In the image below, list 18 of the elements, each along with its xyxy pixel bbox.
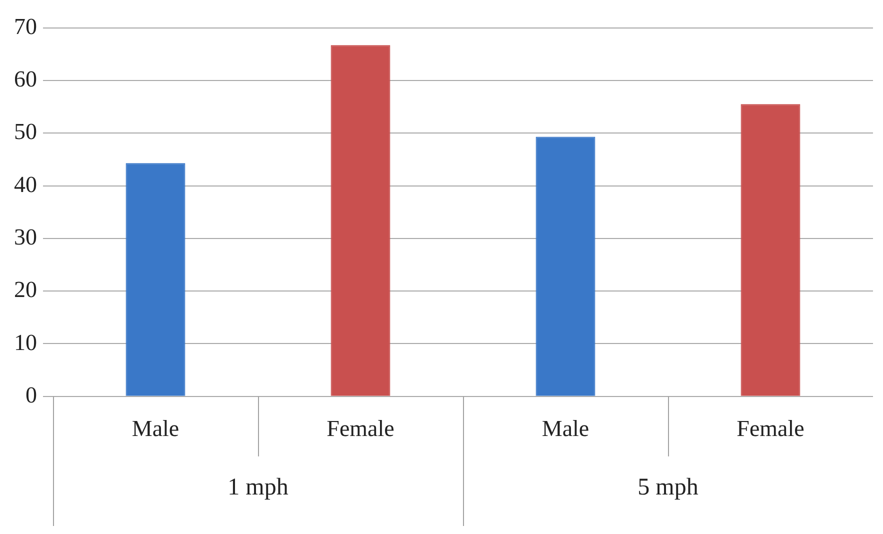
y-tick-label: 10 — [14, 330, 37, 355]
bar — [740, 104, 800, 396]
bar — [330, 45, 390, 396]
y-tick-label: 70 — [14, 14, 37, 39]
x-tick-label: Male — [132, 416, 180, 442]
text: 5 mph — [638, 474, 698, 501]
y-tick-label: 60 — [14, 66, 37, 92]
y-tick-label: 30 — [14, 224, 37, 250]
y-tick-label: 40 — [14, 172, 37, 197]
x-tick-label: Female — [326, 416, 394, 442]
x-tick-label: Female — [736, 416, 804, 442]
text: 1 mph — [228, 474, 288, 501]
x-tick-label: Male — [542, 416, 590, 442]
y-tick-label: 50 — [14, 119, 37, 144]
y-tick-label: 20 — [14, 277, 37, 302]
y-tick-label: 0 — [26, 382, 37, 408]
bar — [536, 136, 596, 396]
bar — [126, 163, 186, 396]
